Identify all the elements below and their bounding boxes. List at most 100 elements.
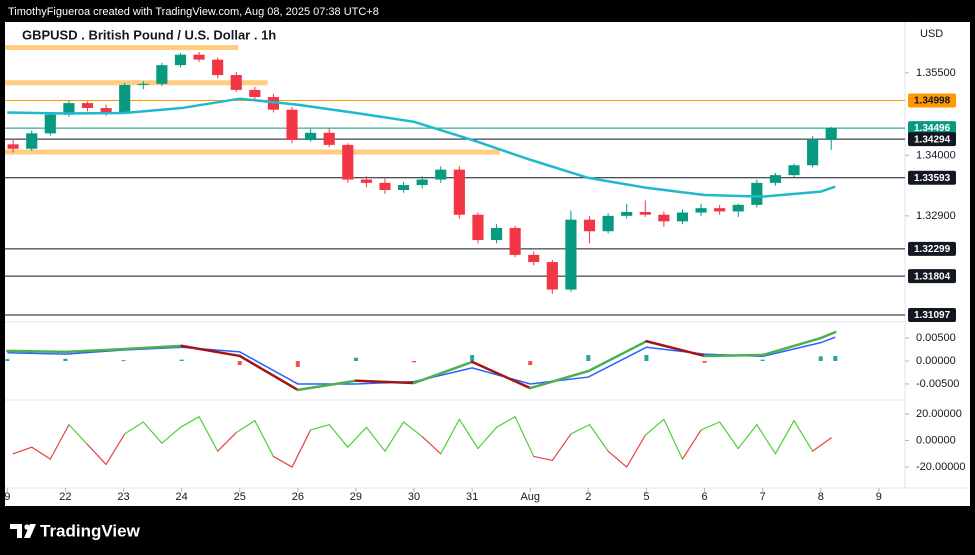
indicator-segment [31,446,51,460]
candle-body [286,109,298,140]
indicator-segment [86,443,107,466]
candle-body [7,144,19,149]
indicator-segment [819,330,837,340]
candle-body [305,132,317,140]
x-tick-label: 6 [701,491,707,503]
candle-body [639,212,651,215]
indicator-segment [761,336,823,357]
x-tick-label: 9 [4,491,10,503]
candle-body [81,103,94,109]
candle-body [714,208,726,212]
indicator-segment [254,420,275,458]
y-tick-label: 0.00500 [916,332,956,344]
indicator-segment [719,421,739,450]
candle-body [658,214,670,222]
indicator-segment [663,418,684,460]
x-tick-label: 24 [176,491,188,503]
histogram-bar [586,355,591,361]
attribution: TimothyFigueroa created with TradingView… [8,6,379,18]
indicator-segment [812,437,832,452]
histogram-bar [702,361,707,363]
price-label-bg [908,269,956,284]
x-tick-label: 22 [59,491,71,503]
indicator-segment [703,353,764,358]
histogram-bar [412,361,417,363]
x-tick-label: 5 [643,491,649,503]
indicator-segment [412,360,474,385]
indicator-segment [421,435,442,455]
candle-body [751,182,763,205]
y-tick-label: 1.32900 [916,210,956,222]
candle-body [416,179,428,186]
indicator-segment [756,424,777,455]
indicator-segment [470,360,532,390]
y-tick-label: 0.00000 [916,355,956,367]
candle-body [26,133,38,149]
candle-body [435,169,447,180]
candle-body [323,132,335,145]
histogram-bar [818,356,823,361]
candle-body [490,227,503,241]
histogram-bar [121,360,126,362]
price-label: 1.33593 [914,173,951,184]
histogram-bar [760,359,765,361]
candle-body [398,185,410,190]
candle-body [583,219,596,232]
indicator-segment [105,433,126,466]
indicator-segment [68,424,89,446]
indicator-segment [440,418,460,455]
histogram-bar [353,357,358,361]
candle-body [509,227,521,255]
price-label: 1.34998 [914,96,951,107]
logo-dot [24,524,30,530]
histogram-bar [833,355,838,361]
candle-body [193,54,205,60]
indicator-segment [365,426,386,452]
candle-body [342,144,354,180]
indicator-segment [528,369,590,390]
indicator-segment [774,420,795,455]
histogram-bar [179,359,184,361]
indicator-segment [291,429,312,468]
indicator-segment [198,416,219,452]
price-label-bg [908,132,956,147]
indicator-segment [793,420,814,452]
candle-body [695,208,707,213]
indicator-segment [161,426,182,444]
candle-body [676,212,689,222]
candle-body [100,108,112,113]
histogram-bar [295,361,300,367]
candle-body [472,214,484,241]
histogram-bar [63,358,68,361]
price-label-bg [908,170,956,185]
x-tick-label: 2 [585,491,591,503]
indicator-segment [384,421,405,452]
indicator-segment [217,432,237,452]
histogram-bar [644,355,649,361]
candle-body [360,179,372,183]
x-tick-label: 30 [408,491,420,503]
candle-body [156,65,168,84]
x-tick-label: Aug [520,491,540,503]
y-tick-label: 1.34000 [916,149,956,161]
candle-body [602,215,614,232]
candle-body [212,59,224,76]
candle-body [174,54,187,66]
price-label-bg [908,241,956,256]
indicator-segment [626,434,646,468]
indicator-segment [645,340,706,358]
price-label-bg [908,121,956,136]
zone [5,45,238,51]
indicator-segment [737,424,758,450]
currency: USD [920,28,943,40]
indicator-segment [6,349,67,354]
candle-body [119,84,131,113]
price-label-bg [908,308,956,323]
candle-body [788,165,800,176]
y-tick-label: 1.35500 [916,67,956,79]
indicator-segment [12,446,33,455]
candle-body [807,139,819,166]
candle-body [546,262,558,290]
x-tick-label: 8 [818,491,824,503]
